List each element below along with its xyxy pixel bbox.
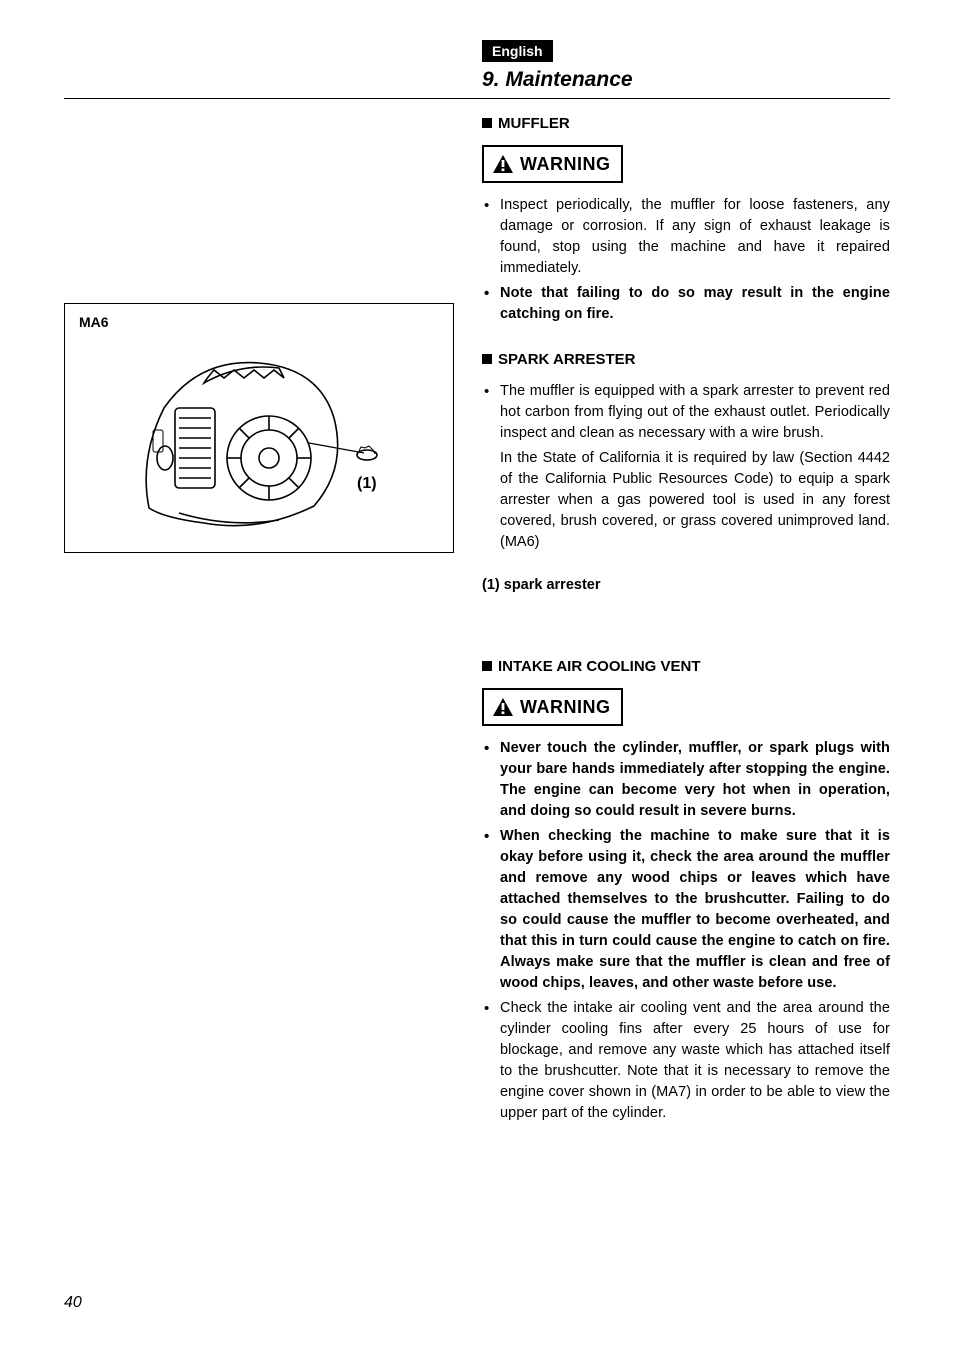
muffler-heading-text: MUFFLER [498,115,570,132]
muffler-bullet-item: Note that failing to do so may result in… [482,283,890,325]
spark-heading-text: SPARK ARRESTER [498,351,636,368]
header-block: English 9. Maintenance [482,40,890,92]
spark-bullet-list: The muffler is equipped with a spark arr… [482,381,890,444]
figure-callout: (1) [357,475,377,492]
spark-arrester-heading: SPARK ARRESTER [482,349,890,371]
warning-triangle-icon [492,697,514,717]
section-title: 9. Maintenance [482,68,890,92]
callout-reference: (1) spark arrester [482,575,890,596]
spark-california-para: In the State of California it is require… [482,448,890,553]
muffler-bullet-item: Inspect periodically, the muffler for lo… [482,195,890,279]
engine-illustration: (1) [109,338,409,538]
intake-bullet-item: Check the intake air cooling vent and th… [482,998,890,1124]
muffler-bullet-list: Inspect periodically, the muffler for lo… [482,195,890,325]
square-bullet-icon [482,354,492,364]
two-column-layout: MA6 [64,111,890,1128]
square-bullet-icon [482,118,492,128]
square-bullet-icon [482,661,492,671]
page-number: 40 [64,1294,82,1312]
spark-bullet-item: The muffler is equipped with a spark arr… [482,381,890,444]
language-badge: English [482,40,553,62]
warning-label: WARNING [520,151,611,177]
left-column: MA6 [64,111,454,1128]
intake-heading-text: INTAKE AIR COOLING VENT [498,658,701,675]
intake-bullet-list: Never touch the cylinder, muffler, or sp… [482,738,890,1124]
warning-label: WARNING [520,694,611,720]
header-rule [64,98,890,99]
warning-triangle-icon [492,154,514,174]
figure-ma6: MA6 [64,303,454,553]
warning-box-muffler: WARNING [482,145,623,183]
intake-bullet-item: When checking the machine to make sure t… [482,826,890,994]
right-column: MUFFLER WARNING Inspect periodically, th… [482,111,890,1128]
warning-box-intake: WARNING [482,688,623,726]
muffler-heading: MUFFLER [482,113,890,135]
intake-bullet-item: Never touch the cylinder, muffler, or sp… [482,738,890,822]
figure-label: MA6 [79,314,439,330]
intake-heading: INTAKE AIR COOLING VENT [482,656,890,678]
